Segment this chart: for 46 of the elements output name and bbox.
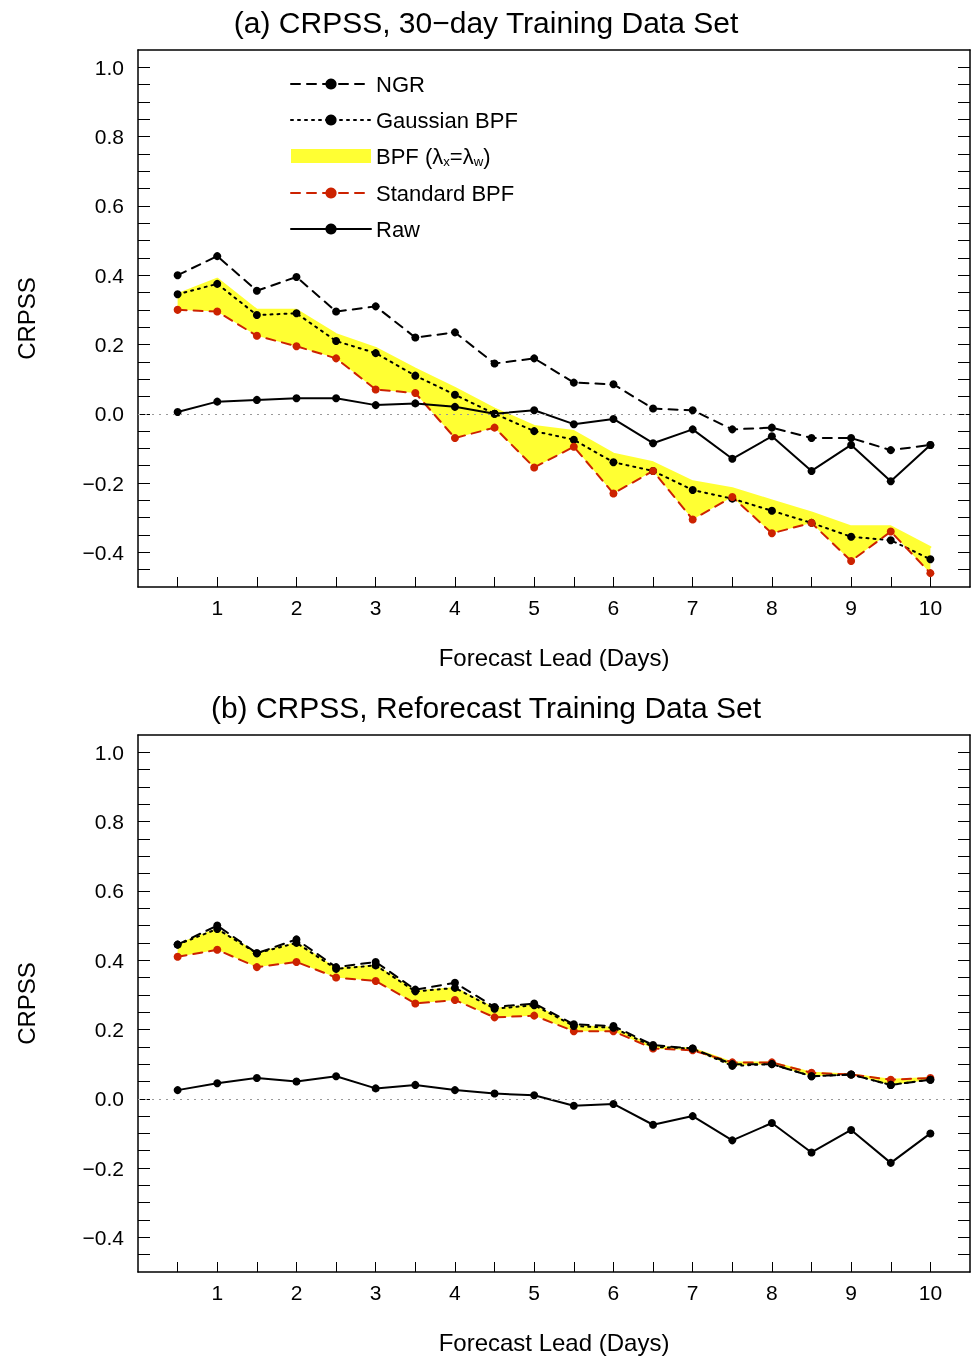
y-tick-label: 0.0 (94, 402, 124, 426)
x-tick-label: 7 (686, 1281, 699, 1304)
x-tick-label: 8 (766, 596, 778, 619)
y-tick-label: 1.0 (94, 740, 124, 764)
x-tick-label: 2 (290, 596, 303, 619)
x-tick-label: 4 (449, 1281, 462, 1304)
x-tick-label: 7 (686, 596, 699, 619)
x-tick-label: 9 (845, 596, 857, 619)
y-tick-label: 0.8 (94, 125, 124, 149)
legend-label: NGR (376, 71, 425, 97)
x-tick-label: 4 (449, 596, 462, 619)
x-tick-label: 8 (766, 1281, 778, 1304)
x-tick-label: 6 (607, 596, 620, 619)
y-tick-label: −0.2 (82, 1156, 124, 1180)
x-tick-label: 1 (211, 1281, 224, 1304)
y-tick-label: −0.4 (82, 540, 125, 564)
x-tick-label: 3 (369, 596, 382, 619)
x-tick-label: 5 (528, 1281, 541, 1304)
y-tick-label: 0.6 (94, 879, 124, 903)
y-tick-label: 0.8 (94, 810, 124, 834)
x-tick-label: 10 (918, 1281, 943, 1304)
x-tick-label: 3 (369, 1281, 382, 1304)
y-axis-title: CRPSS (12, 962, 40, 1045)
y-axis-title: CRPSS (12, 277, 40, 360)
x-tick-label: 9 (845, 1281, 857, 1304)
y-tick-label: 0.4 (94, 263, 125, 287)
x-tick-label: 10 (918, 596, 943, 619)
x-tick-label: 1 (211, 596, 224, 619)
chart-title: (a) CRPSS, 30−day Training Data Set (233, 5, 739, 39)
x-axis-title: Forecast Lead (Days) (438, 643, 670, 671)
x-axis-title: Forecast Lead (Days) (438, 1328, 670, 1356)
y-tick-label: 0.6 (94, 194, 124, 218)
legend-label: Raw (376, 216, 421, 242)
y-tick-label: 0.4 (94, 948, 125, 972)
x-tick-label: 5 (528, 596, 541, 619)
y-tick-label: −0.2 (82, 471, 124, 495)
y-tick-label: −0.4 (82, 1225, 125, 1249)
y-tick-label: 0.0 (94, 1087, 124, 1111)
chart-title: (b) CRPSS, Reforecast Training Data Set (210, 690, 762, 724)
legend-label: Standard BPF (376, 180, 515, 206)
x-tick-label: 2 (290, 1281, 303, 1304)
legend-label: Gaussian BPF (376, 107, 518, 133)
y-tick-label: 1.0 (94, 55, 124, 79)
y-tick-label: 0.2 (94, 332, 124, 356)
y-tick-label: 0.2 (94, 1017, 124, 1041)
x-tick-label: 6 (607, 1281, 620, 1304)
